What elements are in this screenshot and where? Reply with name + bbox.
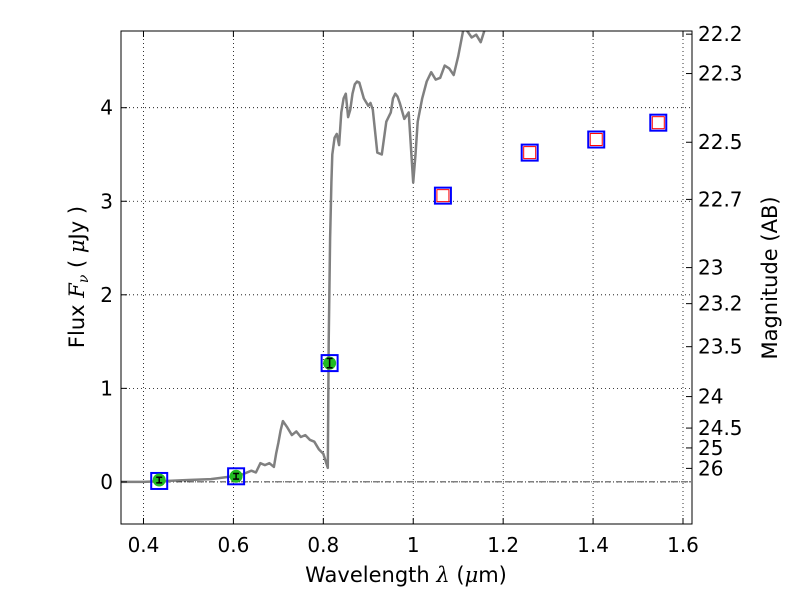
model-photometry-point [320, 354, 339, 373]
model-photometry-point [433, 186, 452, 205]
model-spectrum-line [121, 31, 486, 484]
x-tick-label: 1 [407, 533, 420, 557]
y-tick-label: 3 [100, 189, 113, 213]
model-photometry-point [520, 143, 539, 162]
y-label-unit: Jy ) [65, 206, 89, 242]
model-photometry-point [649, 113, 668, 132]
x-label-mu: μ [465, 563, 479, 587]
y-tick-label: 4 [100, 96, 113, 120]
x-tick-label: 1.6 [667, 533, 699, 557]
model-photometry-point [587, 130, 606, 149]
mag-tick-label: 22.5 [698, 130, 743, 154]
mag-tick-label: 26 [698, 456, 723, 480]
x-axis-label: Wavelength λ (μm) [305, 563, 507, 587]
upper-limit-point [651, 116, 665, 130]
x-tick-label: 1.4 [577, 533, 609, 557]
mag-tick-label: 22.2 [698, 22, 743, 46]
mag-tick-label: 25 [698, 436, 723, 460]
mag-tick-label: 24.5 [698, 416, 743, 440]
x-label-text: Wavelength [305, 563, 436, 587]
upper-limit-point [523, 146, 537, 160]
x-label-open: ( [450, 563, 465, 587]
y-label-nu: ν [76, 274, 92, 283]
y-tick-label: 1 [100, 376, 113, 400]
y-tick-label: 0 [100, 470, 113, 494]
x-label-unit: m) [478, 563, 507, 587]
mag-tick-label: 23.2 [698, 292, 743, 316]
x-tick-label: 0.6 [217, 533, 249, 557]
model-photometry-point [150, 471, 169, 490]
y-axis-label: Flux Fν ( μJy ) [65, 206, 92, 348]
y-label-f: F [65, 282, 89, 299]
mag-tick-label: 22.3 [698, 62, 743, 86]
upper-limit-point [589, 133, 603, 147]
x-tick-label: 0.4 [128, 533, 160, 557]
x-tick-label: 1.2 [487, 533, 519, 557]
upper-limit-point [436, 189, 450, 203]
y-axis-right-label: Magnitude (AB) [758, 196, 782, 359]
mag-tick-label: 24 [698, 385, 723, 409]
photometry-layer [150, 113, 668, 490]
mag-tick-label: 22.7 [698, 187, 743, 211]
plot-frame [120, 30, 693, 525]
axis-ticks: 0.4 0.6 0.8 1 1.2 1.4 1.60123422.222.322.522.7… [100, 22, 742, 557]
model-photometry-point [227, 467, 246, 486]
plot-background [121, 31, 692, 524]
model-spectrum-layer [121, 31, 486, 484]
y-label-open: ( [65, 253, 89, 275]
mag-tick-label: 23.5 [698, 335, 743, 359]
y-tick-label: 2 [100, 283, 113, 307]
y-label-text: Flux [65, 298, 89, 348]
y-label-mu: μ [65, 239, 89, 253]
mag-tick-label: 23 [698, 256, 723, 280]
x-tick-label: 0.8 [307, 533, 339, 557]
x-label-lambda: λ [435, 563, 449, 587]
